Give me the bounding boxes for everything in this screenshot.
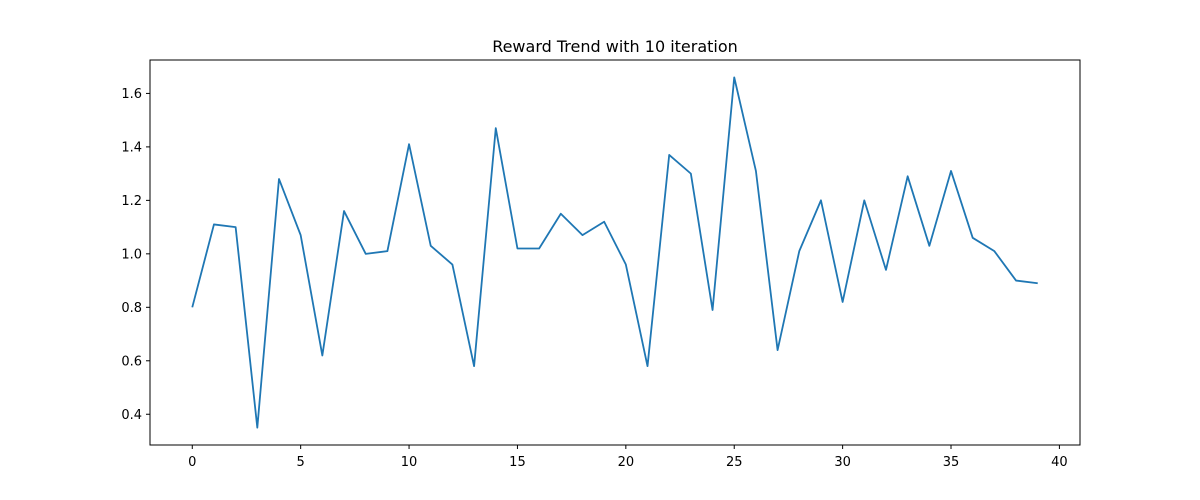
- y-axis: 0.4 0.6 0.8 1.0 1.2 1.4 1.6: [121, 87, 150, 423]
- x-tick-label: 40: [1051, 455, 1068, 470]
- chart-title: Reward Trend with 10 iteration: [492, 37, 738, 56]
- x-tick-label: 15: [509, 455, 526, 470]
- plot-area: [149, 59, 1081, 446]
- y-tick-label: 1.0: [121, 247, 142, 262]
- y-tick-label: 1.2: [121, 194, 142, 209]
- x-tick-label: 20: [618, 455, 635, 470]
- y-tick-label: 1.4: [121, 140, 142, 155]
- y-tick-label: 0.6: [121, 354, 142, 369]
- x-tick-label: 0: [188, 455, 196, 470]
- y-tick-label: 0.8: [121, 301, 142, 316]
- x-tick-label: 25: [726, 455, 743, 470]
- series-line: [191, 76, 1038, 429]
- x-tick-label: 35: [943, 455, 960, 470]
- axes-frame: [149, 59, 1081, 446]
- y-tick-label: 1.6: [121, 87, 142, 102]
- x-tick-label: 30: [834, 455, 851, 470]
- x-tick-label: 10: [401, 455, 418, 470]
- y-tick-label: 0.4: [121, 408, 142, 423]
- x-tick-label: 5: [297, 455, 305, 470]
- x-axis: 0 5 10 15 20 25 30 35 40: [188, 445, 1068, 470]
